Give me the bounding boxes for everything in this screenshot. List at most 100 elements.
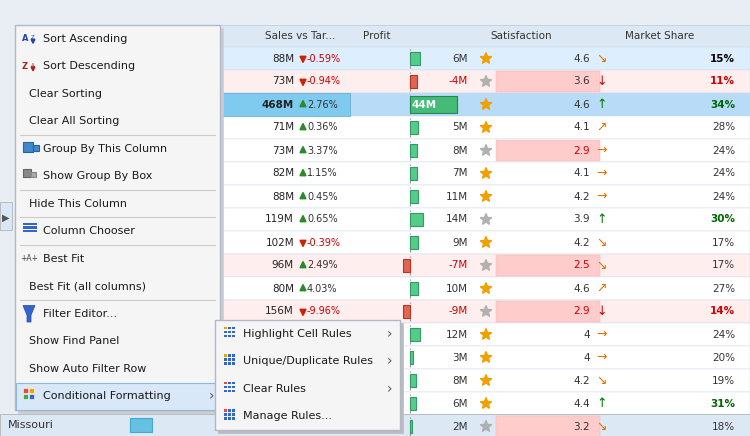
FancyBboxPatch shape [403,305,410,318]
FancyBboxPatch shape [410,397,416,410]
Polygon shape [480,144,492,155]
Text: 19%: 19% [712,375,735,385]
Polygon shape [300,56,306,62]
Text: 71M: 71M [272,123,294,133]
Text: 4.2: 4.2 [573,375,590,385]
Text: -9.96%: -9.96% [307,307,341,317]
Text: 8M: 8M [452,146,468,156]
Text: Hide This Column: Hide This Column [29,199,127,209]
Text: Satisfaction: Satisfaction [490,31,551,41]
FancyBboxPatch shape [410,213,423,226]
Polygon shape [480,306,492,317]
Text: 468M: 468M [262,99,294,109]
FancyBboxPatch shape [410,374,416,387]
Text: 4.1: 4.1 [573,123,590,133]
Text: Market Share: Market Share [625,31,694,41]
Text: Sort Ascending: Sort Ascending [43,34,128,44]
Polygon shape [480,259,492,270]
FancyBboxPatch shape [0,202,12,230]
FancyBboxPatch shape [23,394,28,399]
Text: 3.9: 3.9 [573,215,590,225]
FancyBboxPatch shape [232,331,235,334]
Text: Z: Z [22,62,28,71]
FancyBboxPatch shape [224,413,226,416]
FancyBboxPatch shape [29,394,34,399]
FancyBboxPatch shape [410,351,413,364]
Text: Filter Editor...: Filter Editor... [43,309,117,319]
FancyBboxPatch shape [220,254,750,277]
FancyBboxPatch shape [220,300,750,323]
FancyBboxPatch shape [220,93,350,116]
FancyBboxPatch shape [220,25,750,415]
Text: ↗: ↗ [597,282,608,295]
Text: Conditional Formatting: Conditional Formatting [43,391,171,401]
Text: ↘: ↘ [597,236,608,249]
Text: ↑: ↑ [597,213,608,226]
FancyBboxPatch shape [228,413,230,416]
FancyBboxPatch shape [220,346,750,369]
FancyBboxPatch shape [224,417,226,420]
Text: 28%: 28% [712,123,735,133]
FancyBboxPatch shape [232,417,235,420]
Text: Manage Rules...: Manage Rules... [243,411,332,421]
Text: 4: 4 [584,352,590,362]
Text: →: → [597,144,608,157]
Polygon shape [31,67,34,71]
FancyBboxPatch shape [232,335,235,337]
FancyBboxPatch shape [224,358,226,361]
FancyBboxPatch shape [23,226,37,229]
FancyBboxPatch shape [220,208,750,231]
FancyBboxPatch shape [31,172,36,177]
FancyBboxPatch shape [410,144,416,157]
FancyBboxPatch shape [220,93,750,116]
Text: ▶: ▶ [2,213,10,223]
Text: ›: › [387,382,393,396]
Text: 11M: 11M [446,191,468,201]
FancyBboxPatch shape [232,390,235,392]
Text: ↓: ↓ [597,305,608,318]
Text: 3.37%: 3.37% [307,146,338,156]
Text: 88M: 88M [272,191,294,201]
Text: 3M: 3M [452,352,468,362]
Text: 30%: 30% [710,215,735,225]
Text: ↘: ↘ [597,420,608,433]
Polygon shape [300,123,306,129]
FancyBboxPatch shape [232,413,235,416]
Text: Missouri: Missouri [8,420,54,430]
Text: 27%: 27% [712,283,735,293]
Text: 10M: 10M [446,283,468,293]
FancyBboxPatch shape [228,331,230,334]
FancyBboxPatch shape [220,185,750,208]
Text: Profit: Profit [363,31,391,41]
Text: 24%: 24% [712,146,735,156]
Text: 1.15%: 1.15% [307,168,338,178]
Text: 96M: 96M [272,260,294,270]
FancyBboxPatch shape [18,28,223,413]
Text: 3.2: 3.2 [573,422,590,432]
FancyBboxPatch shape [15,25,220,410]
Text: 6M: 6M [452,54,468,64]
Polygon shape [300,193,306,199]
FancyBboxPatch shape [220,47,750,70]
Text: 1.39%: 1.39% [307,330,338,340]
Text: 91M: 91M [272,330,294,340]
FancyBboxPatch shape [410,282,418,295]
Text: 2.49%: 2.49% [307,260,338,270]
Text: 0.36%: 0.36% [307,123,338,133]
Polygon shape [31,39,34,43]
FancyBboxPatch shape [410,420,413,433]
Text: 8M: 8M [452,375,468,385]
FancyBboxPatch shape [220,162,750,185]
Text: +A+: +A+ [20,254,38,263]
Text: Clear Sorting: Clear Sorting [29,89,102,99]
FancyBboxPatch shape [220,323,750,346]
Text: 156M: 156M [266,307,294,317]
Text: 18%: 18% [712,422,735,432]
Text: A: A [22,34,28,43]
FancyBboxPatch shape [403,259,410,272]
Text: Show Auto Filter Row: Show Auto Filter Row [29,364,146,374]
Text: A: A [31,63,34,68]
FancyBboxPatch shape [232,327,235,329]
FancyBboxPatch shape [224,362,226,365]
Text: 24%: 24% [712,191,735,201]
